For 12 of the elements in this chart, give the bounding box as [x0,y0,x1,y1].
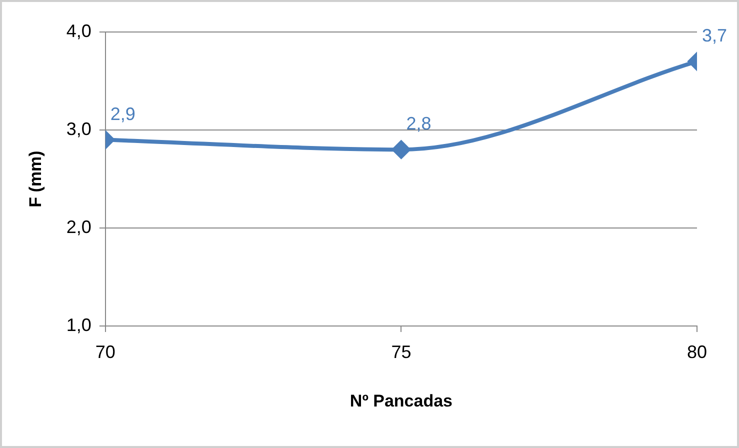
y-tick-label: 3,0 [66,118,92,139]
data-label: 2,8 [406,114,432,134]
x-axis-title: Nº Pancadas [350,391,453,410]
y-tick-label: 2,0 [66,216,92,237]
y-tick-label: 1,0 [66,314,92,335]
data-label: 2,9 [110,104,136,124]
x-tick-label: 70 [95,342,116,362]
y-tick-label: 4,0 [66,20,92,41]
y-axis-title: F (mm) [26,150,45,208]
data-label: 3,7 [702,25,728,46]
x-tick-label: 75 [391,342,412,362]
x-tick-label: 80 [686,342,708,362]
